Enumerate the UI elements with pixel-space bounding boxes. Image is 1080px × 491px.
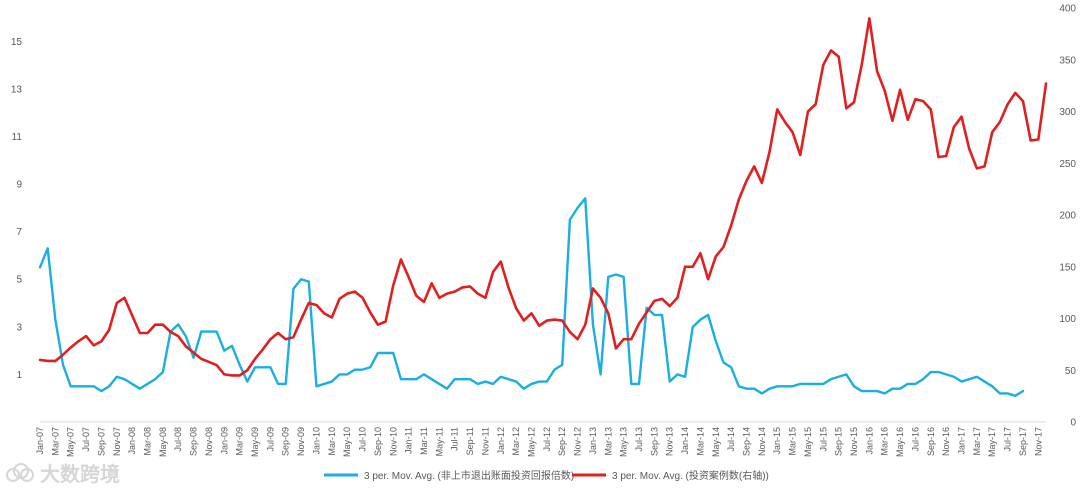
x-tick-label: Mar-14 <box>695 427 705 456</box>
x-tick-label: Mar-08 <box>143 427 153 456</box>
left-y-tick-label: 13 <box>11 84 23 95</box>
x-tick-label: Mar-10 <box>327 427 337 456</box>
right-y-tick-label: 0 <box>1070 418 1076 429</box>
x-tick-label: Jan-07 <box>35 427 45 455</box>
x-tick-label: Mar-13 <box>603 427 613 456</box>
x-tick-label: Jan-09 <box>219 427 229 455</box>
x-tick-label: Jan-14 <box>680 427 690 455</box>
x-tick-label: Mar-12 <box>511 427 521 456</box>
left-y-tick-label: 7 <box>16 227 22 238</box>
x-tick-label: Sep-11 <box>465 427 475 455</box>
series-layer <box>38 17 1048 398</box>
x-tick-label: Jul-17 <box>1003 427 1013 452</box>
x-tick-label: Nov-13 <box>665 427 675 456</box>
left-y-tick-label: 11 <box>12 132 23 143</box>
x-tick-label: Nov-14 <box>757 427 767 456</box>
x-tick-label: Nov-12 <box>573 427 583 456</box>
right-y-tick-label: 350 <box>1059 55 1076 66</box>
legend-label-return-multiple: 3 per. Mov. Avg. (非上市退出账面投资回报倍数) <box>364 469 574 482</box>
left-y-tick-label: 5 <box>16 275 22 286</box>
right-y-tick-label: 400 <box>1059 4 1076 15</box>
x-tick-label: Sep-09 <box>281 427 291 456</box>
x-tick-label: Jul-08 <box>173 427 183 452</box>
x-tick-label: Jul-11 <box>450 427 460 451</box>
right-y-tick-label: 150 <box>1059 262 1076 273</box>
left-y-tick-label: 1 <box>16 370 22 381</box>
x-tick-label: Sep-07 <box>96 427 106 456</box>
x-tick-label: Nov-10 <box>388 427 398 456</box>
right-y-axis: 0 50 100 150 200 250 300 350 400 <box>1059 4 1076 429</box>
x-tick-label: Nov-11 <box>480 427 490 455</box>
x-tick-label: Nov-07 <box>112 427 122 456</box>
x-tick-label: Jul-14 <box>726 427 736 452</box>
x-tick-label: Nov-09 <box>296 427 306 456</box>
cloud-logo-icon <box>6 462 34 482</box>
series-line-investment-cases <box>38 17 1048 377</box>
x-tick-label: Jan-12 <box>496 427 506 455</box>
x-tick-label: Sep-17 <box>1018 427 1028 456</box>
x-tick-label: Sep-12 <box>557 427 567 456</box>
x-tick-label: Mar-17 <box>972 427 982 456</box>
watermark: 大数跨境 <box>6 459 120 486</box>
x-tick-label: May-16 <box>895 427 905 457</box>
x-tick-label: Jan-10 <box>311 427 321 455</box>
x-tick-label: Mar-09 <box>235 427 245 456</box>
right-y-tick-label: 50 <box>1065 366 1077 377</box>
x-axis: Jan-07 Mar-07 May-07 Jul-07 Sep-07 Nov-07 Jan-… <box>35 427 1043 457</box>
x-tick-label: Mar-11 <box>419 427 429 455</box>
x-tick-label: Sep-10 <box>373 427 383 456</box>
x-tick-label: Mar-07 <box>50 427 60 456</box>
x-tick-label: Jul-12 <box>542 427 552 452</box>
x-tick-label: Mar-15 <box>788 427 798 456</box>
x-tick-label: Nov-17 <box>1033 427 1043 456</box>
x-tick-label: May-07 <box>66 427 76 457</box>
x-tick-label: May-08 <box>158 427 168 457</box>
left-y-tick-label: 3 <box>16 322 22 333</box>
right-y-tick-label: 200 <box>1059 211 1076 222</box>
x-tick-label: May-15 <box>803 427 813 457</box>
x-tick-label: Mar-16 <box>880 427 890 456</box>
x-tick-label: Jul-09 <box>265 427 275 452</box>
x-tick-label: May-09 <box>250 427 260 457</box>
x-tick-label: Jan-15 <box>772 427 782 455</box>
x-tick-label: Jul-16 <box>910 427 920 452</box>
legend-label-investment-cases: 3 per. Mov. Avg. (投资案例数(右轴)) <box>612 469 769 482</box>
right-y-tick-label: 250 <box>1059 159 1076 170</box>
right-y-tick-label: 300 <box>1059 107 1076 118</box>
x-tick-label: May-13 <box>619 427 629 457</box>
legend: 3 per. Mov. Avg. (非上市退出账面投资回报倍数) 3 per. … <box>324 469 769 482</box>
left-y-tick-label: 9 <box>16 180 22 191</box>
x-tick-label: Sep-15 <box>834 427 844 456</box>
x-tick-label: Jan-08 <box>127 427 137 455</box>
x-tick-label: Jul-10 <box>358 427 368 452</box>
x-tick-label: May-17 <box>987 427 997 457</box>
x-tick-label: Jul-15 <box>818 427 828 452</box>
x-tick-label: Nov-15 <box>849 427 859 456</box>
x-tick-label: Sep-16 <box>926 427 936 456</box>
x-tick-label: Jul-07 <box>81 427 91 452</box>
x-tick-label: Jan-13 <box>588 427 598 455</box>
series-line-return-multiple <box>38 197 1025 398</box>
x-tick-label: May-14 <box>711 427 721 457</box>
right-y-tick-label: 100 <box>1059 314 1076 325</box>
x-tick-label: Jan-16 <box>864 427 874 455</box>
left-y-tick-label: 15 <box>11 37 23 48</box>
watermark-text: 大数跨境 <box>40 461 120 486</box>
x-tick-label: Sep-14 <box>742 427 752 456</box>
x-tick-label: Sep-13 <box>649 427 659 456</box>
x-tick-label: Nov-08 <box>204 427 214 456</box>
x-tick-label: May-12 <box>526 427 536 457</box>
x-tick-label: Sep-08 <box>189 427 199 456</box>
x-tick-label: May-10 <box>342 427 352 457</box>
x-tick-label: Nov-16 <box>941 427 951 456</box>
x-tick-label: Jul-13 <box>634 427 644 452</box>
x-tick-label: May-11 <box>434 427 444 456</box>
x-tick-label: Jan-11 <box>404 427 414 454</box>
x-tick-label: Jan-17 <box>957 427 967 455</box>
